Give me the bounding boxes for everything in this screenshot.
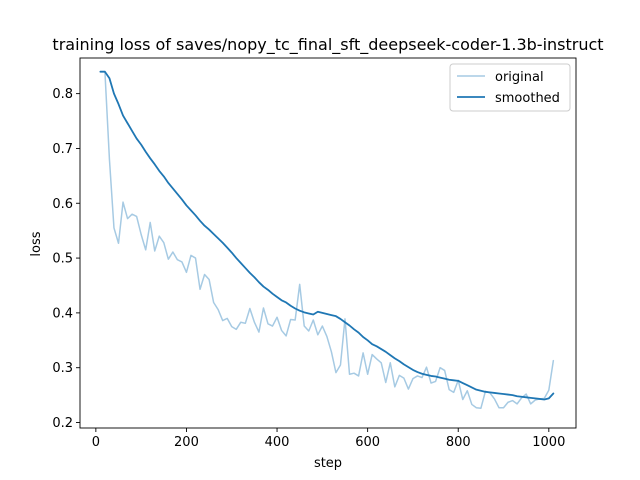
legend: original smoothed	[449, 63, 571, 112]
legend-label-original: original	[495, 70, 544, 85]
series-line-smoothed	[99, 70, 555, 401]
x-tick-label: 0	[92, 435, 100, 450]
legend-label-smoothed: smoothed	[495, 91, 560, 106]
y-axis-title: loss	[29, 231, 44, 256]
x-tick-label: 400	[265, 435, 290, 450]
x-tick-label: 600	[355, 435, 380, 450]
x-tick-label: 800	[446, 435, 471, 450]
chart-title: training loss of saves/nopy_tc_final_sft…	[52, 35, 603, 55]
plot-area: 0 200 400 600 800 1000 0.2 0.3 0.4 0.5 0.6 0.7 0.8	[52, 57, 577, 450]
y-tick-label: 0.7	[52, 142, 73, 157]
series-line-original	[99, 70, 555, 410]
x-tick-label: 200	[174, 435, 199, 450]
y-tick-label: 0.8	[52, 87, 73, 102]
x-axis-title: step	[314, 456, 342, 471]
axes-frame	[79, 57, 577, 429]
y-tick-label: 0.6	[52, 197, 73, 212]
x-tick-label: 1000	[532, 435, 565, 450]
y-tick-label: 0.4	[52, 306, 73, 321]
y-tick-label: 0.3	[52, 361, 73, 376]
y-tick-label: 0.2	[52, 416, 73, 431]
y-tick-label: 0.5	[52, 252, 73, 267]
